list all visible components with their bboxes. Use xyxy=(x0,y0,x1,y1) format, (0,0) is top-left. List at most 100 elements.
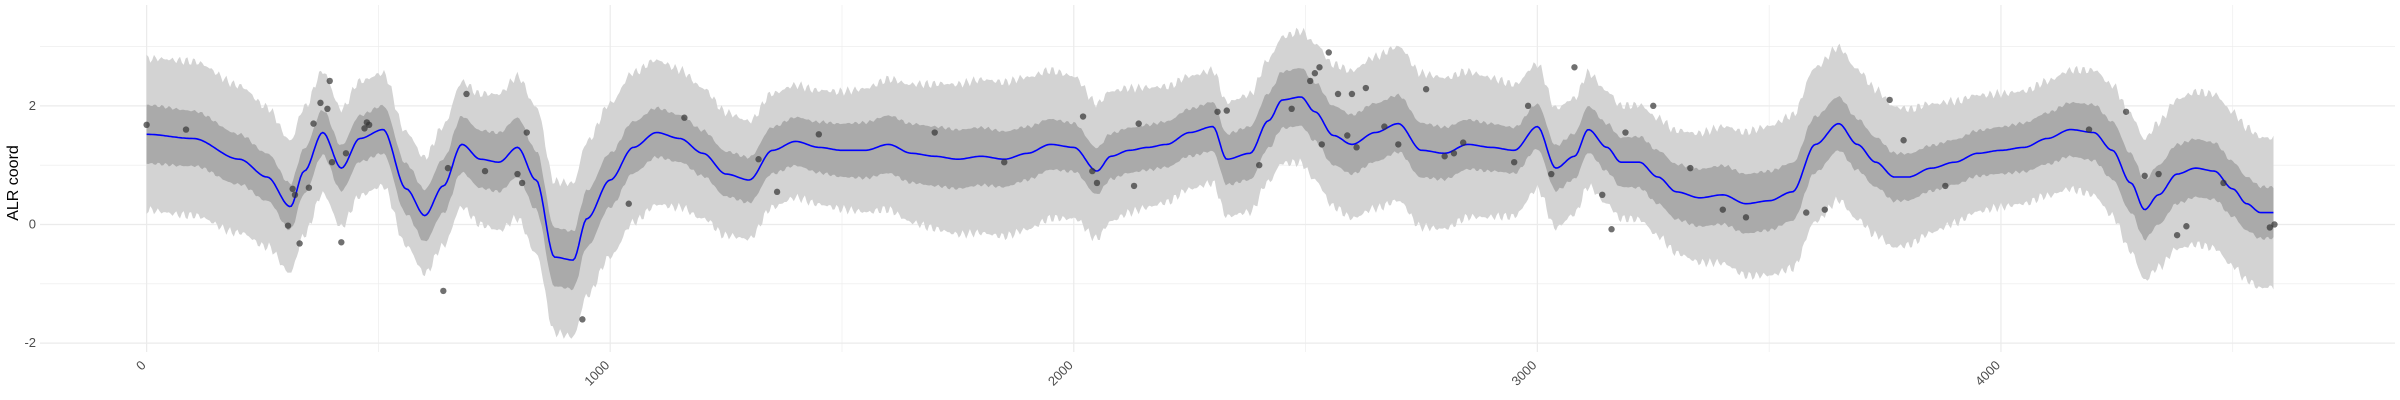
data-point xyxy=(523,129,530,136)
inner-band-area xyxy=(146,68,2274,291)
x-tick-label: 2000 xyxy=(1045,358,1076,389)
data-point xyxy=(481,167,489,175)
data-point xyxy=(291,191,299,199)
data-point xyxy=(1353,144,1360,151)
mean-line xyxy=(146,96,2274,261)
data-point xyxy=(1214,108,1221,115)
data-point xyxy=(1001,158,1008,166)
data-point xyxy=(1130,182,1138,190)
x-axis: 0 1000 2000 3000 4000 xyxy=(133,358,2003,389)
data-point xyxy=(143,121,150,129)
data-point xyxy=(1316,64,1323,71)
y-axis-title: ALR coord xyxy=(5,145,22,221)
data-point xyxy=(2271,221,2278,228)
data-point xyxy=(2173,231,2181,239)
data-point xyxy=(305,184,313,191)
data-point xyxy=(1318,141,1326,148)
data-point xyxy=(440,287,447,295)
y-axis: -2 0 2 xyxy=(24,98,36,350)
x-tick-label: 4000 xyxy=(1972,358,2003,389)
data-point xyxy=(1450,150,1458,157)
data-point xyxy=(324,105,331,113)
data-point xyxy=(1510,158,1518,166)
data-point xyxy=(514,170,521,178)
data-point xyxy=(1089,167,1096,175)
data-point xyxy=(310,120,317,127)
data-point xyxy=(1311,70,1319,77)
data-point xyxy=(1719,206,1727,213)
data-point xyxy=(1608,226,1615,233)
x-tick-label: 3000 xyxy=(1508,358,1539,389)
data-point xyxy=(1942,182,1949,190)
data-point xyxy=(1381,123,1388,130)
y-tick-label: 0 xyxy=(29,216,36,231)
data-point xyxy=(1079,113,1087,120)
y-tick-label: -2 xyxy=(24,335,36,350)
data-point xyxy=(1622,129,1629,136)
data-point xyxy=(1687,164,1694,172)
data-point xyxy=(2155,170,2162,178)
data-point xyxy=(1524,102,1532,110)
data-point xyxy=(338,239,345,246)
data-point xyxy=(326,77,333,85)
data-point xyxy=(1422,86,1430,93)
data-point xyxy=(681,114,688,121)
data-point xyxy=(1307,77,1314,85)
mean-line-path xyxy=(146,96,2274,261)
data-point xyxy=(579,316,586,323)
data-point xyxy=(1223,107,1230,114)
data-point xyxy=(463,90,470,98)
data-point xyxy=(1548,170,1555,178)
data-point xyxy=(1803,209,1810,216)
data-point xyxy=(1742,214,1750,221)
data-point xyxy=(342,150,350,157)
data-point xyxy=(1325,49,1332,56)
data-point xyxy=(1362,84,1370,92)
data-point xyxy=(2085,126,2093,133)
data-point xyxy=(773,188,781,196)
data-point xyxy=(1599,191,1606,199)
outer-band-area xyxy=(146,27,2274,339)
data-point xyxy=(296,240,303,247)
data-point xyxy=(1886,96,1893,104)
data-point xyxy=(1395,141,1402,148)
data-point xyxy=(518,179,526,187)
data-point xyxy=(2141,172,2148,180)
data-point xyxy=(1344,132,1351,139)
x-tick-label: 0 xyxy=(133,358,149,374)
data-point xyxy=(755,156,762,163)
x-tick-label: 1000 xyxy=(581,358,612,389)
data-point xyxy=(1093,179,1101,187)
data-point xyxy=(2266,224,2274,231)
data-point xyxy=(361,125,368,132)
data-point xyxy=(2183,223,2190,230)
data-point xyxy=(1571,64,1578,71)
inner-credible-band xyxy=(146,68,2274,291)
data-point xyxy=(2220,179,2227,187)
data-point xyxy=(1821,206,1828,213)
data-point xyxy=(317,99,324,107)
data-point xyxy=(815,131,823,138)
data-point xyxy=(444,164,452,172)
data-point xyxy=(1256,161,1263,169)
data-point xyxy=(365,121,373,129)
outer-credible-band xyxy=(146,27,2274,339)
data-point xyxy=(284,222,292,229)
data-point xyxy=(1135,120,1142,127)
observations xyxy=(143,49,2278,323)
data-point xyxy=(1334,90,1342,98)
data-point xyxy=(1900,137,1907,144)
data-point xyxy=(328,158,336,166)
data-point xyxy=(182,126,190,133)
data-point xyxy=(1348,90,1356,98)
data-point xyxy=(1459,139,1467,146)
y-tick-label: 2 xyxy=(29,98,36,113)
data-point xyxy=(1288,105,1295,113)
data-point xyxy=(1441,153,1448,160)
data-point xyxy=(625,200,632,207)
data-point xyxy=(1650,102,1657,110)
data-point xyxy=(289,185,296,193)
data-point xyxy=(2122,108,2130,115)
data-point xyxy=(931,129,938,136)
